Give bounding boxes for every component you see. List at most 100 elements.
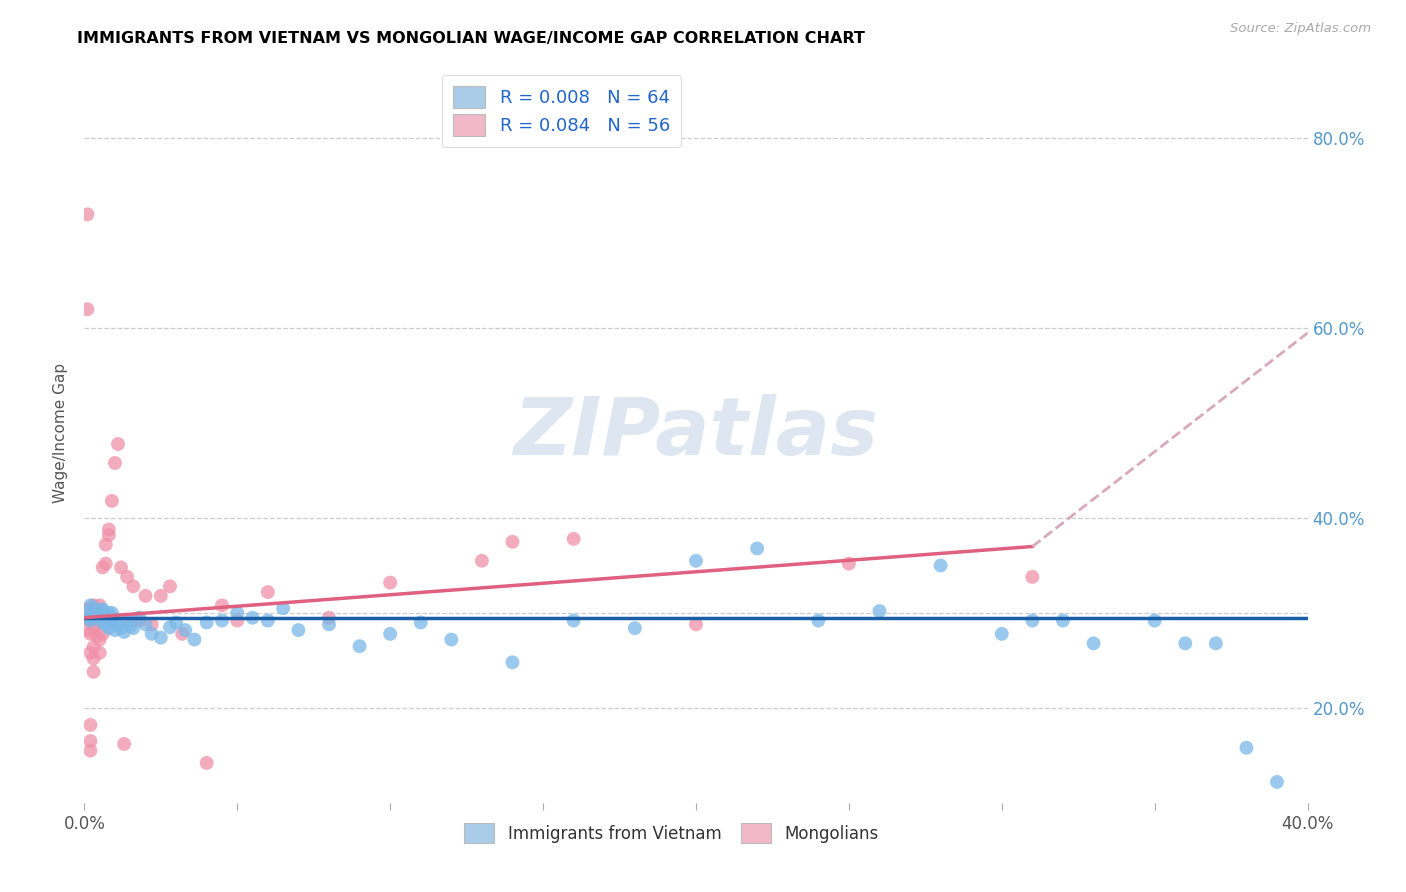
Point xyxy=(83,601,105,615)
Point xyxy=(83,651,105,665)
Point xyxy=(83,665,105,679)
Point xyxy=(76,623,98,637)
Point xyxy=(115,614,138,628)
Point xyxy=(128,611,150,625)
Point xyxy=(562,532,585,546)
Point xyxy=(174,623,197,637)
Point xyxy=(685,617,707,632)
Point xyxy=(318,617,340,632)
Text: Source: ZipAtlas.com: Source: ZipAtlas.com xyxy=(1230,22,1371,36)
Point xyxy=(91,627,114,641)
Point xyxy=(97,528,120,542)
Point xyxy=(89,612,111,626)
Point xyxy=(91,607,114,622)
Point xyxy=(471,554,494,568)
Point xyxy=(91,602,114,616)
Point xyxy=(86,629,108,643)
Point xyxy=(195,756,218,770)
Point xyxy=(257,614,280,628)
Point xyxy=(141,627,163,641)
Point xyxy=(101,611,124,625)
Point xyxy=(271,601,294,615)
Point xyxy=(76,611,98,625)
Point xyxy=(89,632,111,647)
Point xyxy=(685,554,707,568)
Point xyxy=(226,614,249,628)
Point xyxy=(122,621,145,635)
Point xyxy=(141,617,163,632)
Point xyxy=(349,639,371,653)
Point xyxy=(409,615,432,630)
Point xyxy=(101,606,124,620)
Point xyxy=(183,632,205,647)
Point xyxy=(97,621,120,635)
Point xyxy=(94,538,117,552)
Point xyxy=(226,606,249,620)
Point xyxy=(1236,740,1258,755)
Point xyxy=(83,621,105,635)
Point xyxy=(562,614,585,628)
Point xyxy=(91,615,114,630)
Text: ZIPatlas: ZIPatlas xyxy=(513,393,879,472)
Point xyxy=(380,575,402,590)
Point xyxy=(83,599,105,613)
Point xyxy=(101,494,124,508)
Point xyxy=(76,606,98,620)
Point xyxy=(97,523,120,537)
Point xyxy=(172,627,194,641)
Point xyxy=(76,602,98,616)
Point xyxy=(149,631,172,645)
Point xyxy=(502,656,524,670)
Point xyxy=(94,609,117,624)
Point xyxy=(94,617,117,632)
Point xyxy=(94,557,117,571)
Point xyxy=(869,604,891,618)
Point xyxy=(110,621,132,635)
Point xyxy=(91,560,114,574)
Point xyxy=(86,604,108,618)
Point xyxy=(79,614,101,628)
Point xyxy=(86,617,108,632)
Point xyxy=(440,632,463,647)
Point xyxy=(242,611,264,625)
Point xyxy=(112,624,135,639)
Point xyxy=(929,558,952,573)
Point xyxy=(149,589,172,603)
Point xyxy=(165,615,187,630)
Point xyxy=(79,718,101,732)
Point xyxy=(89,603,111,617)
Point xyxy=(807,614,830,628)
Point xyxy=(1021,614,1043,628)
Point xyxy=(107,437,129,451)
Point xyxy=(79,603,101,617)
Legend: Immigrants from Vietnam, Mongolians: Immigrants from Vietnam, Mongolians xyxy=(457,816,886,850)
Point xyxy=(624,621,647,635)
Point xyxy=(380,627,402,641)
Point xyxy=(318,611,340,625)
Point xyxy=(89,609,111,624)
Point xyxy=(257,585,280,599)
Point xyxy=(76,302,98,317)
Point xyxy=(107,617,129,632)
Point xyxy=(1143,614,1166,628)
Point xyxy=(86,607,108,622)
Point xyxy=(83,640,105,654)
Point xyxy=(104,612,127,626)
Point xyxy=(991,627,1014,641)
Point xyxy=(120,619,142,633)
Point xyxy=(211,614,233,628)
Point xyxy=(838,557,860,571)
Point xyxy=(79,627,101,641)
Point xyxy=(104,456,127,470)
Point xyxy=(120,614,142,628)
Point xyxy=(502,534,524,549)
Point xyxy=(79,599,101,613)
Point xyxy=(1265,775,1288,789)
Point xyxy=(159,579,181,593)
Point xyxy=(112,737,135,751)
Point xyxy=(115,570,138,584)
Point xyxy=(747,541,769,556)
Point xyxy=(79,734,101,748)
Point xyxy=(1083,636,1105,650)
Point xyxy=(110,560,132,574)
